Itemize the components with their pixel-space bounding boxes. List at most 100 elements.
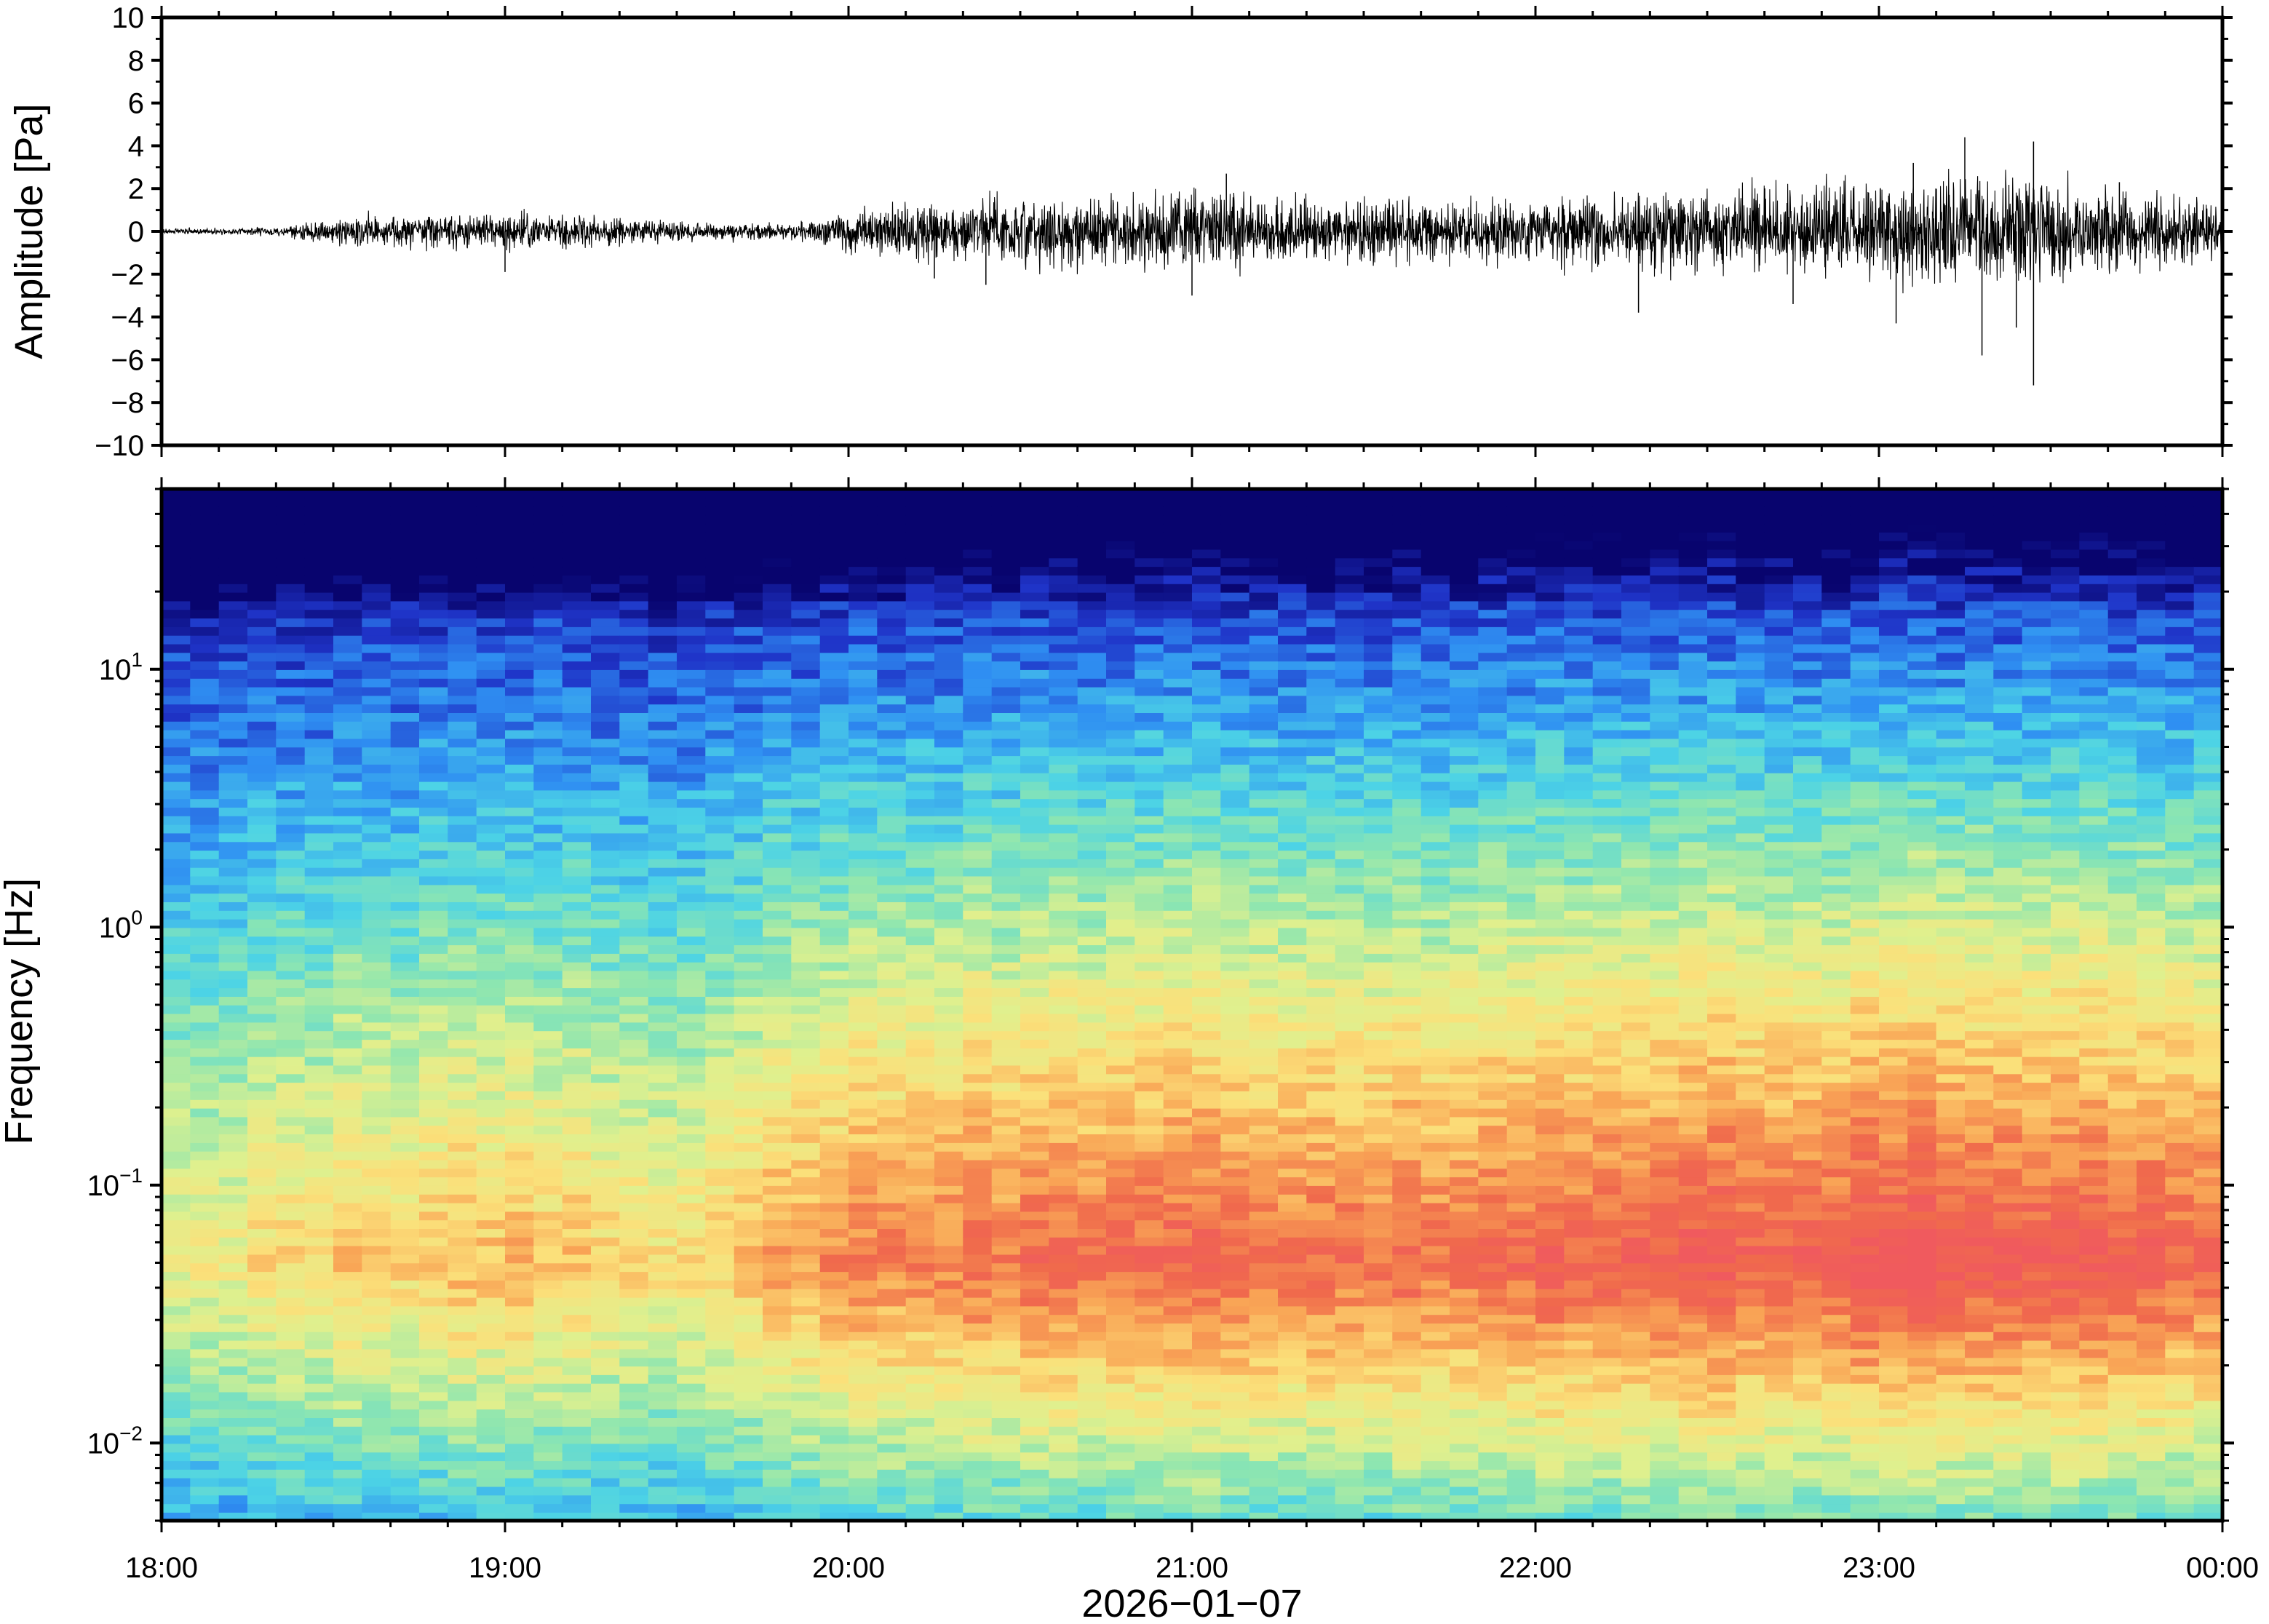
spectrogram-cell — [533, 1064, 563, 1075]
spectrogram-cell — [533, 1348, 563, 1358]
spectrogram-cell — [533, 953, 563, 963]
spectrogram-cell — [419, 893, 449, 902]
spectrogram-cell — [1077, 1211, 1107, 1221]
spectrogram-cell — [934, 497, 964, 507]
spectrogram-cell — [333, 1366, 363, 1375]
spectrogram-cell — [791, 566, 821, 576]
spectrogram-cell — [476, 1357, 506, 1367]
spectrogram-cell — [1278, 1245, 1308, 1255]
spectrogram-cell — [1163, 1022, 1193, 1032]
spectrogram-cell — [304, 1194, 334, 1203]
spectrogram-cell — [763, 1262, 792, 1273]
spectrogram-cell — [877, 1297, 907, 1307]
spectrogram-cell — [162, 704, 191, 713]
spectrogram-cell — [276, 1409, 306, 1418]
spectrogram-cell — [1020, 1064, 1050, 1075]
spectrogram-cell — [791, 1245, 821, 1255]
spectrogram-cell — [162, 1116, 191, 1126]
spectrogram-cell — [533, 506, 563, 516]
spectrogram-cell — [705, 566, 735, 576]
spectrogram-cell — [1163, 1005, 1193, 1014]
spectrogram-cell — [1220, 1228, 1250, 1238]
spectrogram-cell — [247, 592, 277, 602]
spectrogram-cell — [1077, 738, 1107, 748]
spectrogram-cell — [562, 996, 592, 1006]
spectrogram-cell — [1106, 764, 1136, 773]
spectrogram-cell — [734, 618, 763, 627]
spectrogram-cell — [819, 816, 849, 825]
spectrogram-cell — [1163, 1237, 1193, 1246]
spectrogram-cell — [533, 1099, 563, 1109]
spectrogram-cell — [448, 609, 477, 618]
spectrogram-cell — [247, 532, 277, 541]
spectrogram-cell — [276, 1305, 306, 1315]
spectrogram-cell — [734, 1434, 763, 1444]
spectrogram-cell — [533, 592, 563, 602]
spectrogram-cell — [218, 549, 248, 559]
spectrogram-cell — [763, 979, 792, 989]
spectrogram-cell — [218, 1477, 248, 1487]
spectrogram-cell — [218, 1254, 248, 1264]
spectrogram-cell — [1049, 584, 1078, 593]
spectrogram-cell — [448, 1013, 477, 1023]
spectrogram-cell — [419, 1332, 449, 1341]
spectrogram-cell — [1134, 669, 1164, 679]
spectrogram-cell — [390, 979, 420, 989]
spectrogram-cell — [1106, 1512, 1136, 1521]
spectrogram-cell — [247, 1434, 277, 1444]
spectrogram-cell — [1278, 1159, 1308, 1169]
spectrogram-cell — [1163, 850, 1193, 859]
spectrogram-cell — [1020, 1434, 1050, 1444]
spectrogram-cell — [763, 961, 792, 971]
spectrogram-cell — [304, 729, 334, 739]
spectrogram-cell — [648, 901, 677, 911]
spectrogram-cell — [562, 738, 592, 748]
spectrogram-cell — [247, 1134, 277, 1143]
spectrogram-cell — [218, 669, 248, 679]
spectrogram-cell — [362, 1512, 392, 1521]
spectrogram-cell — [619, 738, 649, 748]
spectrogram-cell — [162, 1202, 191, 1212]
spectrogram-cell — [390, 566, 420, 576]
spectrogram-cell — [190, 1503, 220, 1513]
spectrogram-cell — [763, 1289, 792, 1298]
spectrogram-cell — [591, 970, 621, 980]
spectrogram-cell — [1134, 884, 1164, 894]
spectrogram-cell — [1106, 755, 1136, 765]
spectrogram-cell — [419, 789, 449, 800]
spectrogram-cell — [905, 1323, 935, 1332]
spectrogram-cell — [1049, 807, 1078, 816]
spectrogram-cell — [1163, 1460, 1193, 1470]
spectrogram-cell — [533, 1211, 563, 1221]
spectrogram-cell — [849, 1314, 878, 1324]
spectrogram-cell — [190, 1512, 220, 1521]
spectrogram-cell — [849, 1434, 878, 1444]
spectrogram-cell — [791, 1382, 821, 1393]
spectrogram-cell — [1220, 1150, 1250, 1161]
spectrogram-cell — [763, 927, 792, 937]
spectrogram-cell — [419, 781, 449, 791]
spectrogram-cell — [419, 1245, 449, 1255]
spectrogram-cell — [390, 953, 420, 963]
spectrogram-cell — [562, 652, 592, 662]
spectrogram-cell — [1049, 1400, 1078, 1410]
spectrogram-cell — [218, 1073, 248, 1083]
spectrogram-cell — [849, 1374, 878, 1384]
spectrogram-cell — [648, 626, 677, 636]
spectrogram-cell — [963, 1039, 993, 1048]
spectrogram-cell — [877, 824, 907, 834]
spectrogram-cell — [304, 979, 334, 989]
spectrogram-cell — [333, 1254, 363, 1264]
spectrogram-cell — [1163, 575, 1193, 584]
spectrogram-cell — [705, 1426, 735, 1436]
spectrogram-cell — [1249, 1202, 1279, 1212]
spectrogram-cell — [648, 1237, 677, 1246]
spectrogram-cell — [419, 979, 449, 989]
spectrogram-cell — [1220, 540, 1250, 550]
spectrogram-cell — [1106, 1056, 1136, 1066]
spectrogram-cell — [1106, 1348, 1136, 1358]
spectrogram-cell — [476, 1332, 506, 1341]
spectrogram-cell — [1163, 747, 1193, 757]
spectrogram-cell — [905, 618, 935, 627]
spectrogram-cell — [1306, 1305, 1336, 1315]
